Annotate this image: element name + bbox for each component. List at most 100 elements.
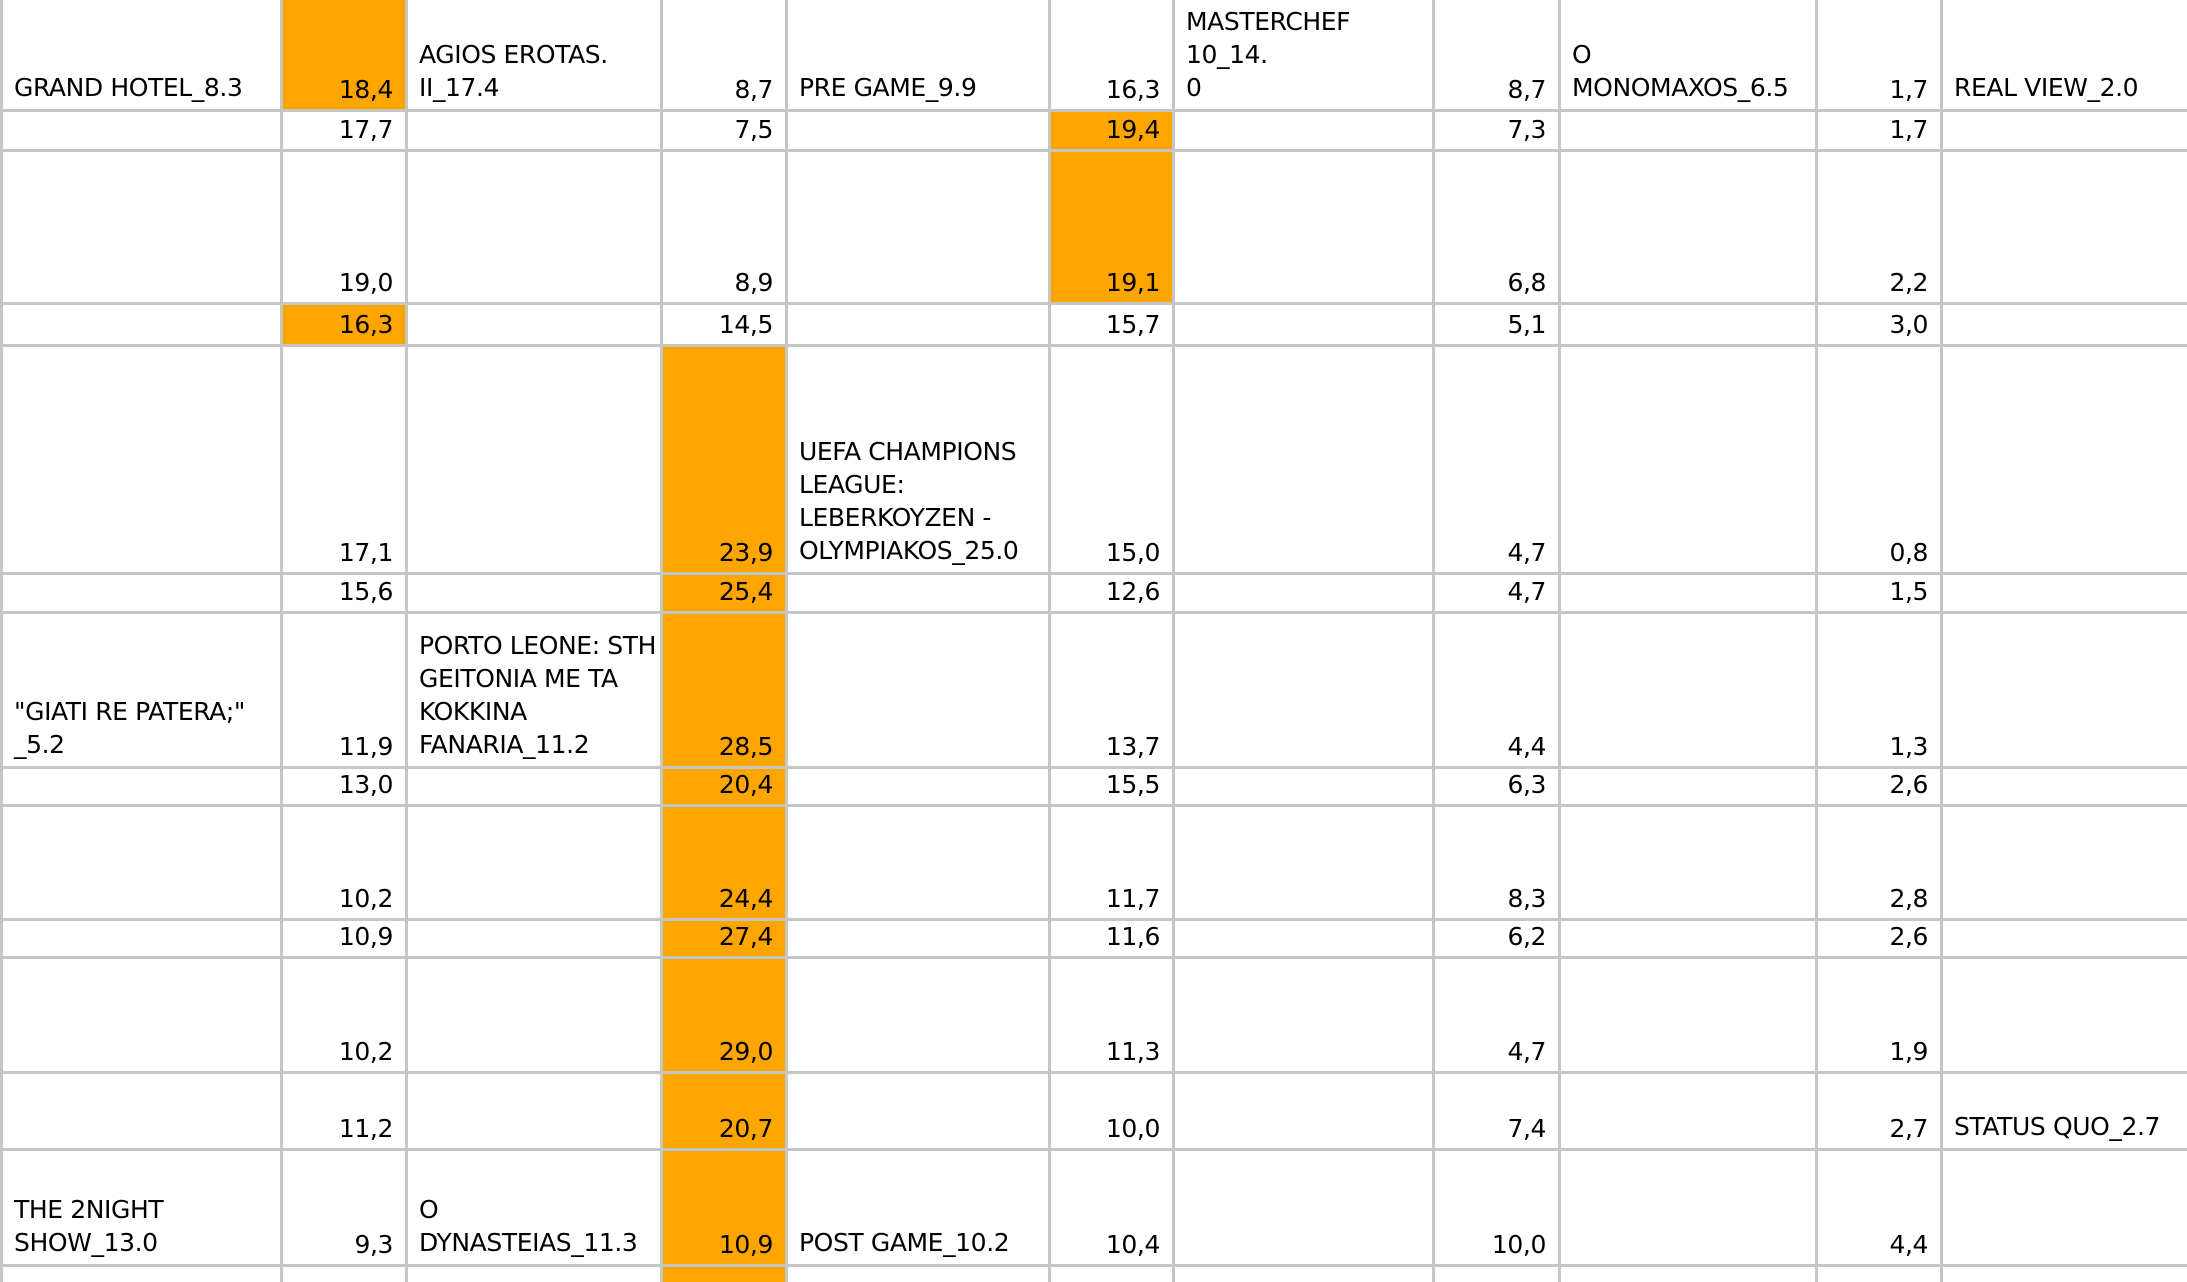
- program-cell[interactable]: PORTO LEONE: STH GEITONIA ME TA KOKKINA …: [408, 614, 663, 769]
- empty-cell[interactable]: [1175, 1074, 1435, 1151]
- rating-cell[interactable]: 2,2: [1818, 152, 1943, 305]
- rating-cell[interactable]: 23,9: [663, 347, 788, 575]
- program-cell[interactable]: POST GAME_10.2: [788, 1151, 1051, 1267]
- empty-cell[interactable]: [408, 807, 663, 921]
- empty-cell[interactable]: [3, 575, 283, 614]
- empty-cell[interactable]: [1561, 769, 1818, 807]
- empty-cell[interactable]: [3, 152, 283, 305]
- rating-cell[interactable]: 2,6: [1818, 769, 1943, 807]
- empty-cell[interactable]: [1435, 1267, 1561, 1282]
- program-cell[interactable]: UEFA CHAMPIONS LEAGUE: LEBERKOYZEN - OLY…: [788, 347, 1051, 575]
- empty-cell[interactable]: [1561, 112, 1818, 152]
- empty-cell[interactable]: [3, 112, 283, 152]
- empty-cell[interactable]: [408, 769, 663, 807]
- empty-cell[interactable]: [788, 1267, 1051, 1282]
- rating-cell[interactable]: 13,7: [1051, 614, 1175, 769]
- empty-cell[interactable]: [1175, 305, 1435, 347]
- rating-cell[interactable]: 4,4: [1435, 614, 1561, 769]
- empty-cell[interactable]: [3, 769, 283, 807]
- empty-cell[interactable]: [283, 1267, 408, 1282]
- empty-cell[interactable]: [788, 614, 1051, 769]
- rating-cell[interactable]: 11,9: [283, 614, 408, 769]
- empty-cell[interactable]: [1175, 614, 1435, 769]
- empty-cell[interactable]: [1175, 807, 1435, 921]
- empty-cell[interactable]: [1943, 769, 2187, 807]
- empty-cell[interactable]: [1175, 112, 1435, 152]
- rating-cell[interactable]: 6,2: [1435, 921, 1561, 959]
- empty-cell[interactable]: [1943, 807, 2187, 921]
- rating-cell[interactable]: 2,6: [1818, 921, 1943, 959]
- rating-cell[interactable]: 1,9: [1818, 959, 1943, 1074]
- empty-cell[interactable]: [3, 347, 283, 575]
- empty-cell[interactable]: [3, 1074, 283, 1151]
- rating-cell[interactable]: 19,1: [1051, 152, 1175, 305]
- rating-cell[interactable]: 16,3: [1051, 0, 1175, 112]
- rating-cell[interactable]: 11,7: [1051, 807, 1175, 921]
- empty-cell[interactable]: [1561, 807, 1818, 921]
- rating-cell[interactable]: 20,4: [663, 769, 788, 807]
- empty-cell[interactable]: [3, 959, 283, 1074]
- empty-cell[interactable]: [1561, 305, 1818, 347]
- empty-cell[interactable]: [1561, 1151, 1818, 1267]
- empty-cell[interactable]: [1561, 959, 1818, 1074]
- empty-cell[interactable]: [1943, 347, 2187, 575]
- rating-cell[interactable]: 10,9: [663, 1151, 788, 1267]
- empty-cell[interactable]: [1175, 1151, 1435, 1267]
- empty-cell[interactable]: [1175, 959, 1435, 1074]
- rating-cell[interactable]: 5,1: [1435, 305, 1561, 347]
- empty-cell[interactable]: [3, 1267, 283, 1282]
- rating-cell[interactable]: 24,4: [663, 807, 788, 921]
- rating-cell[interactable]: 10,4: [1051, 1151, 1175, 1267]
- empty-cell[interactable]: [408, 305, 663, 347]
- rating-cell[interactable]: 19,4: [1051, 112, 1175, 152]
- rating-cell[interactable]: 27,4: [663, 921, 788, 959]
- rating-cell[interactable]: 16,3: [283, 305, 408, 347]
- empty-cell[interactable]: [788, 112, 1051, 152]
- rating-cell[interactable]: 0,8: [1818, 347, 1943, 575]
- empty-cell[interactable]: [1561, 1267, 1818, 1282]
- empty-cell[interactable]: [1175, 1267, 1435, 1282]
- rating-cell[interactable]: 19,0: [283, 152, 408, 305]
- empty-cell[interactable]: [1175, 575, 1435, 614]
- empty-cell[interactable]: [408, 1074, 663, 1151]
- empty-cell[interactable]: [788, 152, 1051, 305]
- rating-cell[interactable]: 4,4: [1818, 1151, 1943, 1267]
- rating-cell[interactable]: 3,0: [1818, 305, 1943, 347]
- rating-cell[interactable]: 7,5: [663, 112, 788, 152]
- rating-cell[interactable]: 15,7: [1051, 305, 1175, 347]
- rating-cell[interactable]: 13,0: [283, 769, 408, 807]
- empty-cell[interactable]: [1175, 347, 1435, 575]
- rating-cell[interactable]: 14,5: [663, 305, 788, 347]
- rating-cell[interactable]: 25,4: [663, 575, 788, 614]
- empty-cell[interactable]: [1175, 152, 1435, 305]
- rating-cell[interactable]: 15,6: [283, 575, 408, 614]
- empty-cell[interactable]: [408, 112, 663, 152]
- program-cell[interactable]: THE 2NIGHT SHOW_13.0: [3, 1151, 283, 1267]
- empty-cell[interactable]: [788, 1074, 1051, 1151]
- program-cell[interactable]: GRAND HOTEL_8.3: [3, 0, 283, 112]
- rating-cell[interactable]: 12,6: [1051, 575, 1175, 614]
- rating-cell[interactable]: 4,7: [1435, 347, 1561, 575]
- empty-cell[interactable]: [1561, 614, 1818, 769]
- rating-cell[interactable]: 29,0: [663, 959, 788, 1074]
- rating-cell[interactable]: 6,3: [1435, 769, 1561, 807]
- rating-cell[interactable]: 1,3: [1818, 614, 1943, 769]
- program-cell[interactable]: O MONOMAXOS_6.5: [1561, 0, 1818, 112]
- rating-cell[interactable]: 15,0: [1051, 347, 1175, 575]
- empty-cell[interactable]: [1561, 921, 1818, 959]
- rating-cell[interactable]: 17,1: [283, 347, 408, 575]
- empty-cell[interactable]: [1943, 959, 2187, 1074]
- program-cell[interactable]: "GIATI RE PATERA;" _5.2: [3, 614, 283, 769]
- rating-cell[interactable]: 1,7: [1818, 0, 1943, 112]
- rating-cell[interactable]: 28,5: [663, 614, 788, 769]
- empty-cell[interactable]: [1943, 614, 2187, 769]
- empty-cell[interactable]: [408, 152, 663, 305]
- empty-cell[interactable]: [408, 959, 663, 1074]
- empty-cell[interactable]: [1175, 769, 1435, 807]
- empty-cell[interactable]: [3, 305, 283, 347]
- rating-cell[interactable]: 10,0: [1435, 1151, 1561, 1267]
- rating-cell[interactable]: 2,8: [1818, 807, 1943, 921]
- empty-cell[interactable]: [408, 1267, 663, 1282]
- rating-cell[interactable]: [663, 1267, 788, 1282]
- rating-cell[interactable]: 11,2: [283, 1074, 408, 1151]
